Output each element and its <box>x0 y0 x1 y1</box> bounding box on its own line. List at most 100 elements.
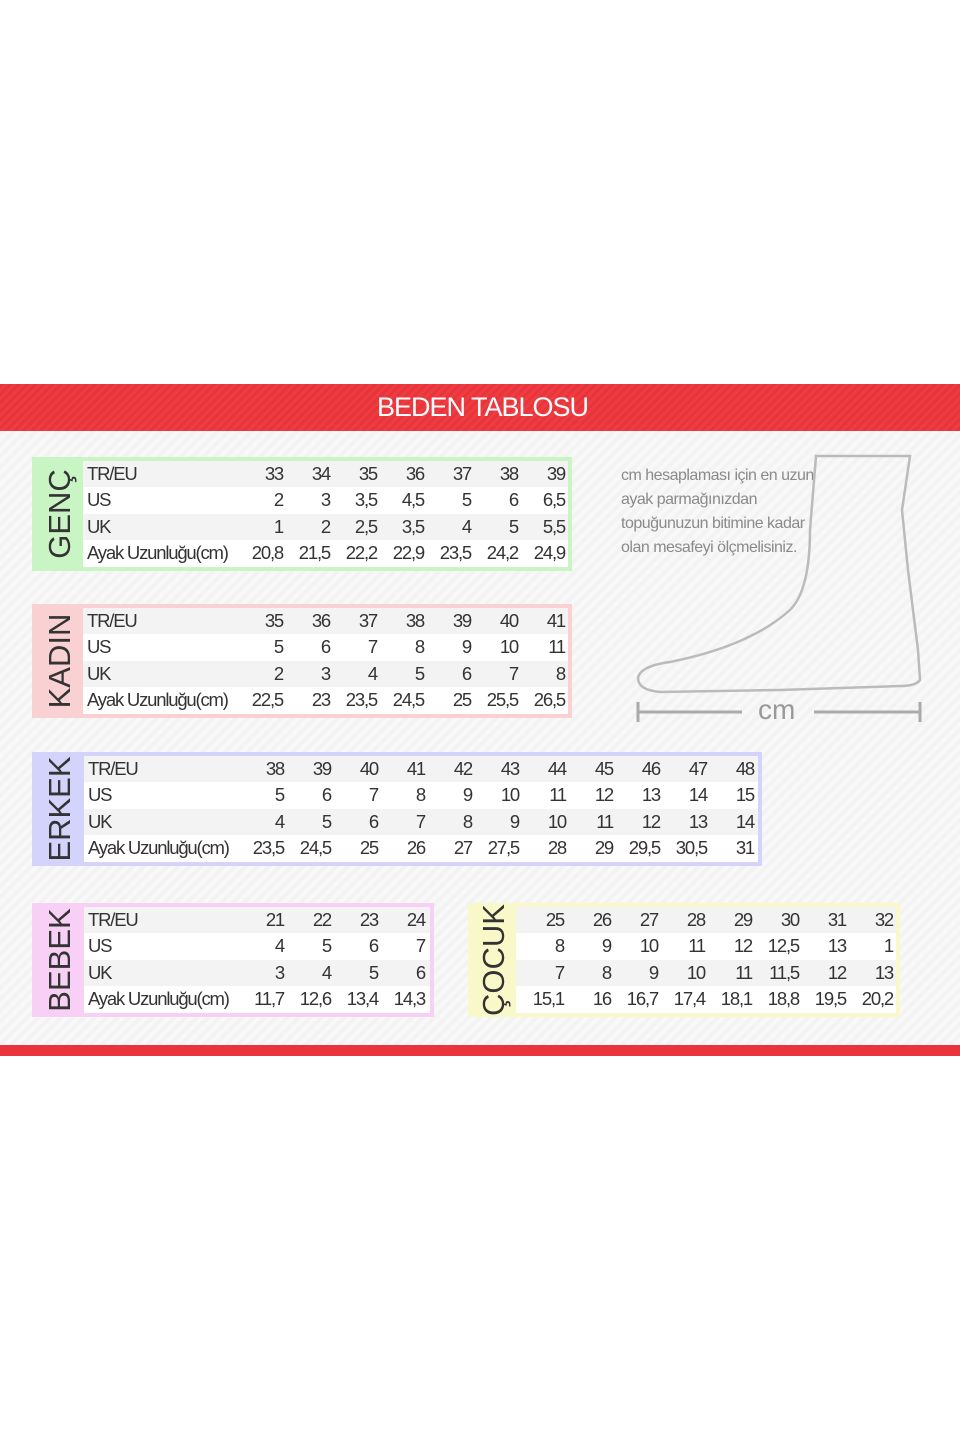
table-cell: 33 <box>264 463 284 485</box>
table-cell: 22,9 <box>392 542 425 564</box>
table-cell: 17,4 <box>673 988 706 1010</box>
table-cell: 37 <box>358 610 378 632</box>
table-cell: 2 <box>273 662 284 684</box>
table-cell: 26 <box>406 837 426 859</box>
table-cell: 23,5 <box>345 689 378 711</box>
category-label: ERKEK <box>36 756 84 862</box>
foot-icon <box>636 454 922 722</box>
table-genc: GENÇ TR/EU 33 34 35 36 37 38 39 US 2 3 3,5 4,5 5 6 6,5 UK… <box>32 457 572 571</box>
table-cell: 43 <box>500 758 520 780</box>
table-kadin: KADIN TR/EU 35 36 37 38 39 40 41 US 5 6 7 8 9 10 11 UK 2 3 4… <box>32 604 572 718</box>
category-label: KADIN <box>36 608 83 714</box>
table-cell: 12,6 <box>299 988 332 1010</box>
table-cell: 38 <box>405 610 425 632</box>
table-cell: 7 <box>415 935 426 957</box>
category-name: KADIN <box>41 613 77 709</box>
category-label: BEBEK <box>36 907 84 1013</box>
size-table: TR/EU 35 36 37 38 39 40 41 US 5 6 7 8 9 10 11 UK 2 3 4 5 6 7 8 A… <box>83 608 568 714</box>
table-cell: 40 <box>499 610 519 632</box>
table-cell: 6 <box>321 784 332 806</box>
table-cell: 18,1 <box>720 988 753 1010</box>
title-banner: BEDEN TABLOSU <box>0 384 960 431</box>
row-label: US <box>88 935 113 957</box>
table-cell: 9 <box>461 636 472 658</box>
table-cell: 8 <box>414 636 425 658</box>
table-cell: 22,5 <box>251 689 284 711</box>
table-cell: 34 <box>311 463 331 485</box>
table-cell: 35 <box>358 463 378 485</box>
table-cell: 16 <box>592 988 612 1010</box>
table-cell: 46 <box>641 758 661 780</box>
table-cell: 8 <box>555 662 566 684</box>
table-cell: 5 <box>321 810 332 832</box>
table-cell: 26,5 <box>533 689 566 711</box>
table-cell: 5 <box>274 784 285 806</box>
table-row: 8 9 10 11 12 12,5 13 1 <box>516 933 896 959</box>
table-row: TR/EU 35 36 37 38 39 40 41 <box>83 608 568 635</box>
table-cell: 27 <box>453 837 473 859</box>
table-cell: 25 <box>359 837 379 859</box>
table-row: 25 26 27 28 29 30 31 32 <box>516 907 896 934</box>
measurement-note: cm hesaplaması için en uzun ayak parmağı… <box>621 467 814 556</box>
table-cell: 25,5 <box>486 689 519 711</box>
table-cell: 10 <box>500 784 520 806</box>
row-label: Ayak Uzunluğu(cm) <box>87 542 229 564</box>
table-cell: 4 <box>461 515 472 537</box>
table-cell: 9 <box>509 810 520 832</box>
table-cell: 14 <box>735 810 755 832</box>
table-cell: 32 <box>874 909 894 931</box>
row-label: TR/EU <box>87 610 138 632</box>
table-cell: 27 <box>639 909 659 931</box>
table-cell: 12 <box>827 961 847 983</box>
table-row: UK 1 2 2,5 3,5 4 5 5,5 <box>83 513 568 540</box>
table-row: TR/EU 21 22 23 24 <box>84 907 430 934</box>
table-cell: 39 <box>452 610 472 632</box>
table-cell: 5 <box>273 636 284 658</box>
row-label: TR/EU <box>87 463 138 485</box>
table-cell: 5 <box>461 489 472 511</box>
table-cell: 13 <box>641 784 661 806</box>
table-cell: 15 <box>735 784 755 806</box>
table-row: Ayak Uzunluğu(cm) 11,7 12,6 13,4 14,3 <box>84 986 430 1012</box>
table-cell: 4 <box>274 935 285 957</box>
table-cell: 5 <box>368 961 379 983</box>
table-cell: 2 <box>320 515 331 537</box>
category-name: GENÇ <box>41 469 77 559</box>
table-cell: 4 <box>321 961 332 983</box>
table-cell: 41 <box>406 758 426 780</box>
table-cell: 2,5 <box>354 515 378 537</box>
table-cell: 7 <box>367 636 378 658</box>
table-cell: 48 <box>735 758 755 780</box>
table-cell: 5 <box>508 515 519 537</box>
table-cell: 15,1 <box>532 988 565 1010</box>
table-cell: 3,5 <box>401 515 425 537</box>
table-cell: 13 <box>827 935 847 957</box>
table-cell: 11 <box>596 810 614 832</box>
table-cell: 4,5 <box>401 489 425 511</box>
table-cell: 8 <box>554 935 565 957</box>
table-row: Ayak Uzunluğu(cm) 20,8 21,5 22,2 22,9 23,5 24,… <box>83 540 568 566</box>
table-cell: 5,5 <box>542 515 566 537</box>
table-cell: 38 <box>265 758 285 780</box>
table-cell: 1 <box>273 515 284 537</box>
table-cell: 26 <box>592 909 612 931</box>
category-name: ÇOCUK <box>476 904 511 1016</box>
table-row: UK 2 3 4 5 6 7 8 <box>83 660 568 687</box>
table-cocuk: ÇOCUK 25 26 27 28 29 30 31 32 8 9 10 11 12 12,5 13 1 7 8 9 1… <box>468 903 900 1017</box>
row-label: UK <box>88 810 113 832</box>
category-name: ERKEK <box>42 756 77 862</box>
table-cell: 11,5 <box>769 961 800 983</box>
size-table: 25 26 27 28 29 30 31 32 8 9 10 11 12 12,5 13 1 7 8 9 10 11 11… <box>516 907 896 1013</box>
table-cell: 7 <box>415 810 426 832</box>
table-cell: 21 <box>265 909 285 931</box>
table-row: US 5 6 7 8 9 10 11 <box>83 634 568 660</box>
table-cell: 37 <box>452 463 472 485</box>
table-cell: 12 <box>733 935 753 957</box>
table-cell: 4 <box>367 662 378 684</box>
table-row: US 2 3 3,5 4,5 5 6 6,5 <box>83 487 568 513</box>
table-cell: 10 <box>639 935 659 957</box>
row-label: UK <box>88 961 113 983</box>
table-cell: 12 <box>594 784 614 806</box>
table-cell: 22,2 <box>345 542 378 564</box>
table-cell: 7 <box>368 784 379 806</box>
